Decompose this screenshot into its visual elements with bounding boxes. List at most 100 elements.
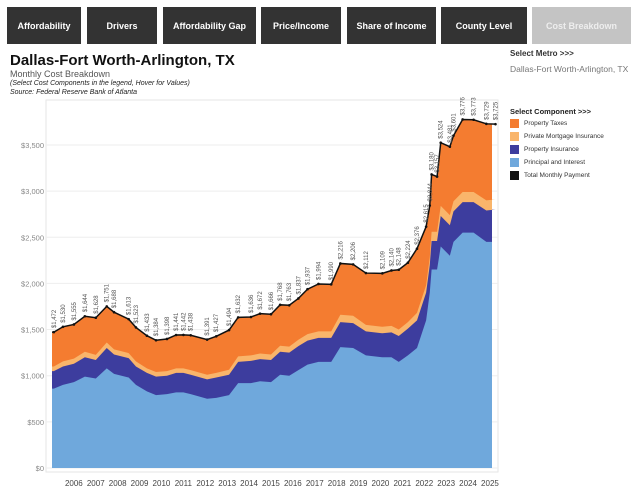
total-data-label: $1,666: [269, 291, 275, 310]
total-data-label: $1,442: [181, 312, 187, 331]
total-point: [306, 287, 309, 291]
tab-share-of-income[interactable]: Share of Income: [347, 7, 436, 44]
total-point: [72, 323, 76, 326]
x-tick-label: 2018: [328, 479, 346, 488]
total-data-label: $1,763: [287, 282, 293, 301]
legend-item-total-payment[interactable]: Total Monthly Payment: [510, 170, 590, 180]
total-point: [435, 175, 439, 178]
y-tick-label: $1,500: [21, 326, 44, 335]
x-tick-label: 2009: [131, 479, 149, 488]
total-data-label: $1,990: [329, 261, 335, 280]
tab-affordability[interactable]: Affordability: [7, 7, 81, 44]
total-data-label: $1,438: [189, 312, 195, 331]
x-tick-label: 2016: [284, 479, 302, 488]
page-title: Dallas-Fort Worth-Arlington, TX: [10, 52, 235, 69]
total-point: [278, 303, 282, 307]
total-point: [94, 316, 98, 320]
total-data-label: $1,391: [205, 317, 211, 336]
total-point: [127, 317, 130, 321]
total-point: [317, 282, 320, 286]
x-tick-label: 2012: [196, 479, 214, 488]
plot-frame: [45, 99, 499, 473]
total-point: [381, 272, 384, 275]
tab-county-level[interactable]: County Level: [441, 7, 527, 44]
page-subtitle: Monthly Cost Breakdown: [10, 69, 111, 79]
total-data-label: $1,472: [52, 309, 58, 328]
total-data-label: $2,206: [351, 241, 357, 260]
total-point: [61, 325, 65, 329]
legend-swatch: [510, 170, 519, 180]
y-tick-label: $500: [27, 418, 44, 427]
tab-cost-breakdown[interactable]: Cost Breakdown: [532, 7, 631, 44]
y-tick-label: $3,000: [21, 187, 44, 196]
x-tick-label: 2024: [459, 479, 477, 488]
total-point: [154, 338, 158, 342]
total-point: [227, 328, 231, 332]
x-tick-label: 2013: [218, 479, 236, 488]
total-point: [83, 314, 87, 318]
total-data-label: $3,725: [493, 101, 499, 120]
total-data-label: $1,837: [296, 275, 302, 294]
total-data-label: $1,613: [127, 296, 133, 315]
total-point: [494, 122, 497, 126]
total-data-label: $2,216: [338, 240, 344, 259]
total-point: [145, 334, 149, 338]
total-point: [189, 333, 192, 337]
total-data-label: $3,776: [461, 96, 467, 115]
total-point: [258, 312, 262, 315]
x-tick-label: 2020: [372, 479, 390, 488]
total-point: [112, 310, 116, 314]
legend-label: Private Mortgage Insurance: [524, 132, 604, 140]
total-point: [236, 316, 240, 319]
total-data-label: $3,481: [448, 124, 454, 143]
x-tick-label: 2015: [262, 479, 280, 488]
total-point: [461, 118, 464, 121]
x-tick-label: 2023: [437, 479, 455, 488]
total-data-label: $2,140: [389, 247, 395, 266]
x-tick-label: 2017: [306, 479, 324, 488]
legend-item-pmi[interactable]: Private Mortgage Insurance: [510, 131, 604, 141]
total-point: [397, 268, 401, 272]
total-point: [415, 247, 419, 250]
total-point: [424, 225, 428, 228]
total-data-label: $1,632: [236, 294, 242, 313]
x-tick-label: 2006: [65, 479, 83, 488]
x-tick-label: 2007: [87, 479, 105, 488]
x-tick-label: 2008: [109, 479, 127, 488]
tab-drivers[interactable]: Drivers: [87, 7, 157, 44]
legend-item-property-taxes[interactable]: Property Taxes: [510, 118, 567, 128]
tab-affordability-gap[interactable]: Affordability Gap: [163, 7, 256, 44]
total-data-label: $1,523: [134, 304, 140, 323]
total-point: [214, 334, 218, 338]
total-point: [287, 303, 291, 307]
total-data-label: $3,773: [472, 97, 478, 116]
total-point: [52, 330, 56, 334]
total-data-label: $1,555: [72, 301, 78, 320]
total-data-label: $1,530: [61, 304, 67, 323]
legend-swatch: [510, 131, 519, 141]
tab-price-income[interactable]: Price/Income: [261, 7, 341, 44]
total-data-label: $2,112: [364, 250, 370, 269]
legend-item-principal-interest[interactable]: Principal and Interest: [510, 157, 585, 167]
total-point: [406, 261, 410, 265]
total-data-label: $1,494: [227, 307, 233, 326]
metro-selector[interactable]: Dallas-Fort Worth-Arlington, TX: [510, 64, 629, 74]
total-point: [448, 145, 452, 149]
total-data-label: $1,636: [249, 294, 255, 313]
total-data-label: $1,384: [154, 317, 160, 336]
x-tick-label: 2022: [415, 479, 433, 488]
total-data-label: $1,427: [214, 313, 220, 332]
y-tick-label: $2,500: [21, 233, 44, 242]
legend-item-property-insurance[interactable]: Property Insurance: [510, 144, 579, 154]
total-data-label: $1,433: [145, 313, 151, 332]
total-data-label: $1,688: [112, 289, 118, 308]
x-tick-label: 2011: [175, 479, 193, 488]
principal-interest-area: [52, 232, 496, 468]
total-data-label: $1,672: [258, 291, 264, 310]
total-data-label: $1,994: [316, 261, 322, 280]
total-point: [439, 141, 443, 145]
total-point: [165, 337, 169, 341]
total-data-label: $3,729: [484, 101, 490, 120]
total-data-label: $2,844: [428, 182, 434, 201]
x-tick-label: 2019: [350, 479, 368, 488]
